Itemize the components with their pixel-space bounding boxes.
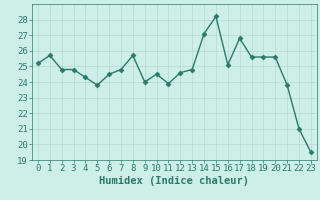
X-axis label: Humidex (Indice chaleur): Humidex (Indice chaleur) — [100, 176, 249, 186]
